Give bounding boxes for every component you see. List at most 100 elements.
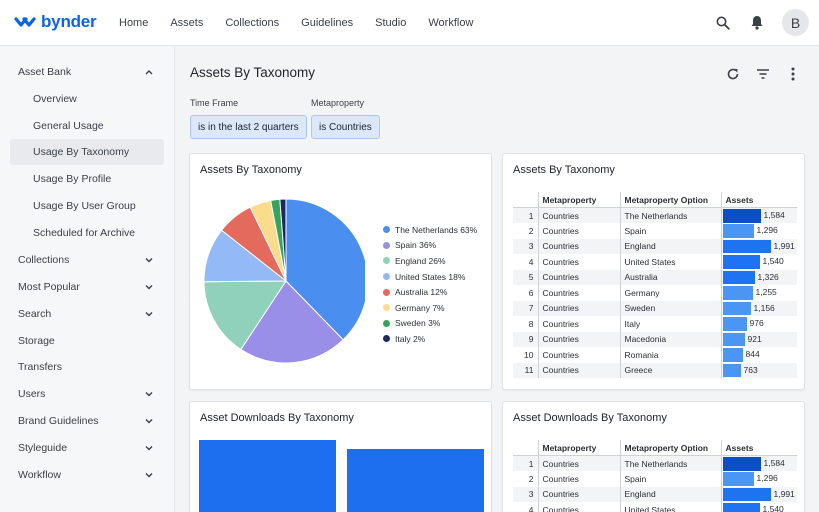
metaproperty-cell: Countries <box>538 223 621 239</box>
option-cell: England <box>620 486 722 502</box>
sidebar-item-styleguide[interactable]: Styleguide <box>0 435 174 461</box>
sidebar-item-search[interactable]: Search <box>0 301 174 327</box>
sidebar-item-storage[interactable]: Storage <box>0 328 174 354</box>
assets-bar <box>722 363 741 377</box>
sidebar-item-transfers[interactable]: Transfers <box>0 354 174 380</box>
option-cell: Australia <box>620 269 722 285</box>
refresh-icon[interactable] <box>725 66 741 82</box>
pie-chart <box>203 198 365 364</box>
sidebar-item-label: Usage By User Group <box>33 200 136 212</box>
legend-item[interactable]: United States 18% <box>383 269 477 285</box>
nav-collections[interactable]: Collections <box>225 17 280 29</box>
nav-guidelines[interactable]: Guidelines <box>301 17 354 29</box>
sidebar-item-workflow[interactable]: Workflow <box>0 462 174 488</box>
option-cell: The Netherlands <box>620 455 722 471</box>
legend-swatch <box>383 273 390 281</box>
sidebar-item-usage-by-taxonomy[interactable]: Usage By Taxonomy <box>10 139 164 165</box>
bynder-logo[interactable]: bynder <box>14 12 97 32</box>
pie-slice[interactable] <box>240 280 344 364</box>
metaproperty-option-header[interactable]: Metaproperty Option <box>620 440 722 456</box>
sidebar-item-label: General Usage <box>33 120 104 132</box>
row-index: 2 <box>513 471 539 487</box>
index-header <box>513 440 539 456</box>
metaproperty-cell: Countries <box>538 316 621 332</box>
legend-item[interactable]: The Netherlands 63% <box>383 222 477 238</box>
assets-value: 763 <box>743 364 758 375</box>
download-bar[interactable] <box>347 449 484 512</box>
sidebar-item-label: Asset Bank <box>18 66 72 78</box>
assets-cell: 1,255 <box>721 285 797 301</box>
row-index: 7 <box>513 300 539 316</box>
metaproperty-header[interactable]: Metaproperty <box>538 440 621 456</box>
sidebar-item-most-popular[interactable]: Most Popular <box>0 274 174 300</box>
sidebar-item-overview[interactable]: Overview <box>0 86 174 112</box>
legend-item[interactable]: Germany 7% <box>383 300 477 316</box>
assets-value: 1,255 <box>755 287 777 297</box>
top-navigation-bar: bynder Home Assets Collections Guideline… <box>0 0 819 46</box>
more-options-icon[interactable] <box>785 66 801 82</box>
nav-studio[interactable]: Studio <box>375 17 407 29</box>
sidebar-item-usage-by-user-group[interactable]: Usage By User Group <box>0 193 174 219</box>
assets-header[interactable]: Assets <box>721 192 797 208</box>
metaproperty-header[interactable]: Metaproperty <box>538 192 621 208</box>
legend-item[interactable]: Italy 2% <box>383 331 477 347</box>
assets-bar <box>722 224 754 238</box>
table-row: 2 Countries Spain 1,296 <box>513 223 797 239</box>
card-title: Assets By Taxonomy <box>200 164 302 176</box>
assets-value: 1,991 <box>773 240 795 251</box>
legend-label: Australia 12% <box>395 287 448 298</box>
legend-item[interactable]: Sweden 3% <box>383 316 477 332</box>
legend-swatch <box>383 226 390 234</box>
table-row: 10 Countries Romania 844 <box>513 347 797 363</box>
filter-icon[interactable] <box>755 66 771 82</box>
pie-slice[interactable] <box>279 198 287 282</box>
assets-bar <box>722 270 755 284</box>
sidebar-item-usage-by-profile[interactable]: Usage By Profile <box>0 166 174 192</box>
option-cell: Greece <box>620 362 722 378</box>
nav-assets[interactable]: Assets <box>170 17 204 29</box>
sidebar-item-scheduled-for-archive[interactable]: Scheduled for Archive <box>0 220 174 246</box>
metaproperty-filter-chip[interactable]: is Countries <box>311 115 380 139</box>
assets-value: 1,991 <box>773 488 795 499</box>
chevron-down-icon <box>145 258 153 263</box>
assets-bar <box>722 457 761 471</box>
sidebar-item-label: Workflow <box>18 469 61 481</box>
metaproperty-cell: Countries <box>538 347 621 363</box>
assets-header[interactable]: Assets <box>721 440 797 456</box>
user-avatar[interactable]: B <box>782 9 809 36</box>
legend-item[interactable]: England 26% <box>383 253 477 269</box>
legend-label: The Netherlands 63% <box>395 224 478 235</box>
legend-swatch <box>383 241 390 249</box>
sidebar-item-asset-bank[interactable]: Asset Bank <box>0 59 174 85</box>
nav-home[interactable]: Home <box>119 17 149 29</box>
assets-by-taxonomy-pie-card: Assets By Taxonomy The Netherlands 63% Sp… <box>189 153 492 390</box>
legend-item[interactable]: Australia 12% <box>383 284 477 300</box>
option-cell: Germany <box>620 285 722 301</box>
nav-workflow[interactable]: Workflow <box>428 17 474 29</box>
metaproperty-cell: Countries <box>538 331 621 347</box>
pie-slice[interactable] <box>203 280 287 351</box>
time-frame-filter-chip[interactable]: is in the last 2 quarters <box>190 115 307 139</box>
sidebar-item-brand-guidelines[interactable]: Brand Guidelines <box>0 408 174 434</box>
sidebar-item-users[interactable]: Users <box>0 381 174 407</box>
pie-slice[interactable] <box>285 198 365 341</box>
chevron-up-icon <box>145 70 153 75</box>
assets-cell: 1,991 <box>721 238 797 254</box>
assets-cell: 1,540 <box>721 502 797 512</box>
notifications-bell-icon[interactable] <box>748 14 766 32</box>
download-bar[interactable] <box>199 440 336 512</box>
option-cell: The Netherlands <box>620 207 722 223</box>
metaproperty-cell: Countries <box>538 285 621 301</box>
assets-cell: 976 <box>721 316 797 332</box>
metaproperty-cell: Countries <box>538 238 621 254</box>
metaproperty-option-header[interactable]: Metaproperty Option <box>620 192 722 208</box>
assets-cell: 844 <box>721 347 797 363</box>
search-icon[interactable] <box>714 14 732 32</box>
sidebar-item-general-usage[interactable]: General Usage <box>0 113 174 139</box>
legend-item[interactable]: Spain 36% <box>383 238 477 254</box>
downloads-table: Metaproperty Metaproperty Option Assets … <box>513 440 797 512</box>
row-index: 3 <box>513 486 539 502</box>
legend-label: Spain 36% <box>395 240 437 251</box>
sidebar-item-collections[interactable]: Collections <box>0 247 174 273</box>
table-row: 5 Countries Australia 1,326 <box>513 269 797 285</box>
